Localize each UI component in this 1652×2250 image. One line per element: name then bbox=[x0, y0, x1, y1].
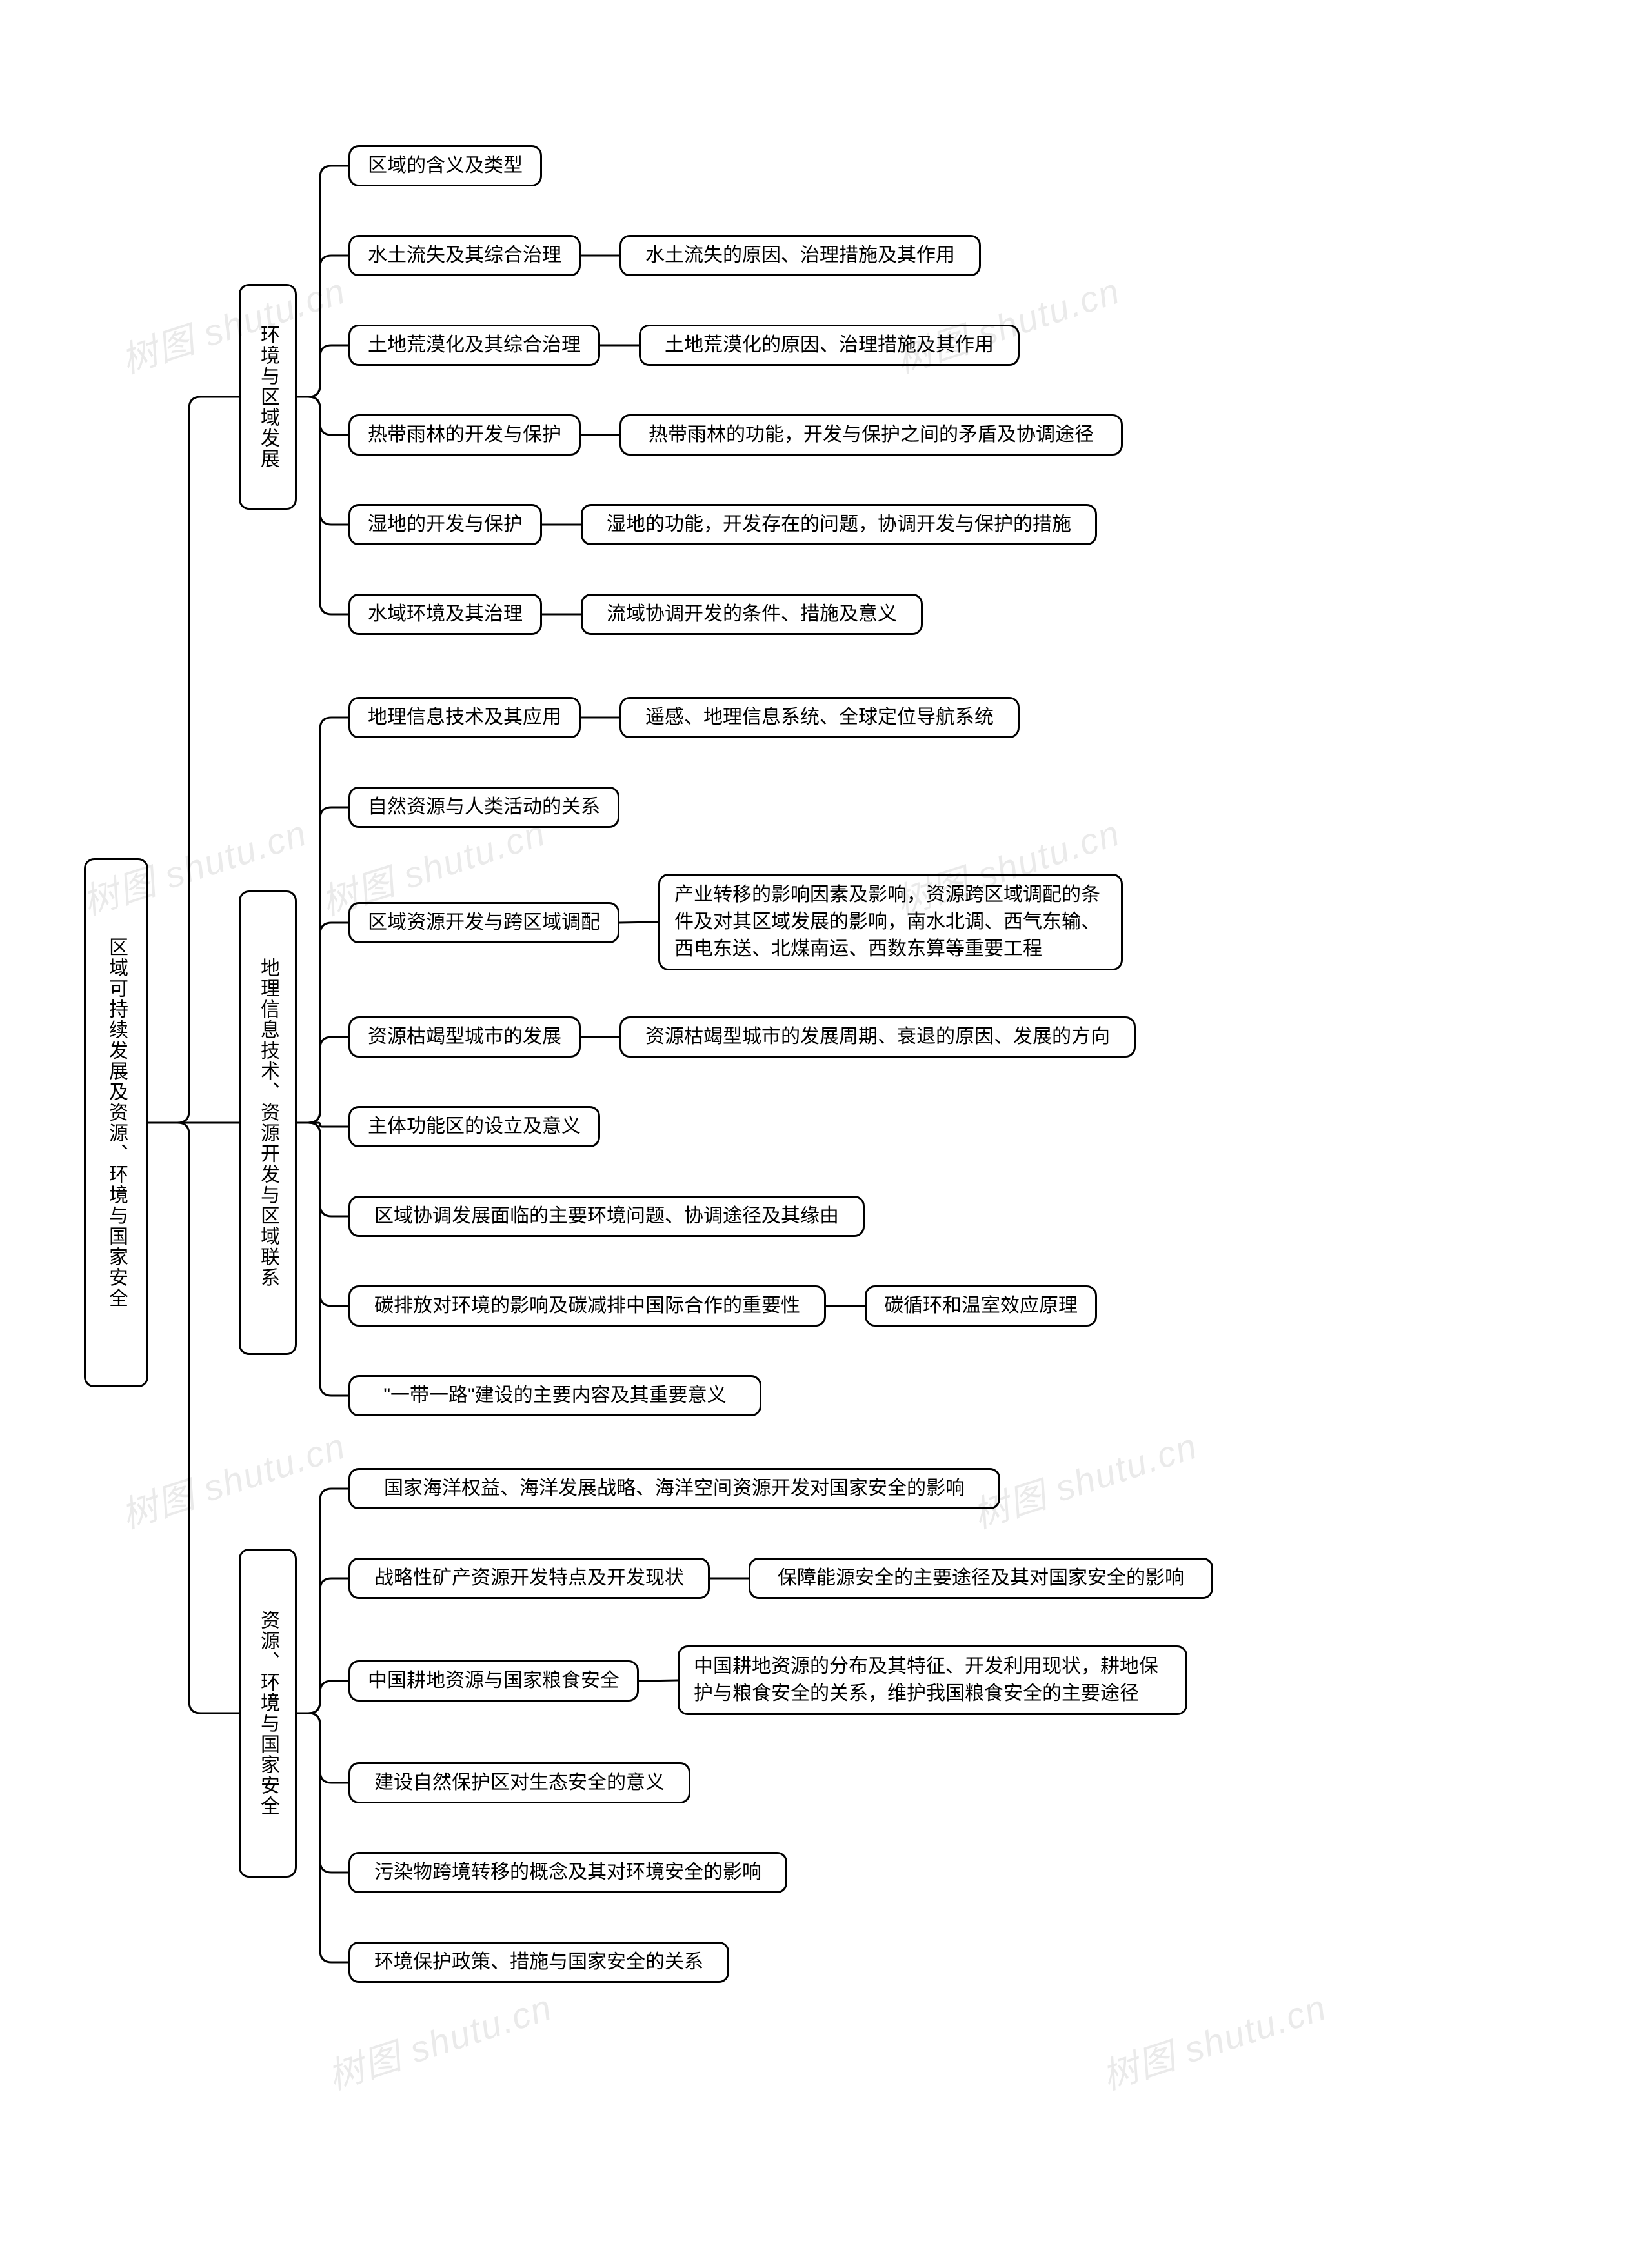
mindmap-node: 流域协调开发的条件、措施及意义 bbox=[581, 594, 923, 635]
node-label: 国家海洋权益、海洋发展战略、海洋空间资源开发对国家安全的影响 bbox=[384, 1475, 965, 1502]
node-label: 资源、环境与国家安全 bbox=[254, 1610, 281, 1816]
node-label: 区域可持续发展及资源、环境与国家安全 bbox=[103, 937, 130, 1309]
node-label: 湿地的开发与保护 bbox=[368, 511, 523, 538]
node-label: 碳循环和温室效应原理 bbox=[884, 1292, 1078, 1320]
node-label: 产业转移的影响因素及影响，资源跨区域调配的条件及对其区域发展的影响，南水北调、西… bbox=[674, 881, 1107, 963]
node-label: 环境与区域发展 bbox=[254, 325, 281, 469]
mindmap-node: 碳循环和温室效应原理 bbox=[865, 1285, 1097, 1327]
node-label: 湿地的功能，开发存在的问题，协调开发与保护的措施 bbox=[607, 511, 1071, 538]
node-label: 建设自然保护区对生态安全的意义 bbox=[374, 1769, 665, 1796]
node-label: 遥感、地理信息系统、全球定位导航系统 bbox=[645, 704, 994, 731]
node-label: 污染物跨境转移的概念及其对环境安全的影响 bbox=[374, 1859, 761, 1886]
mindmap-node: 产业转移的影响因素及影响，资源跨区域调配的条件及对其区域发展的影响，南水北调、西… bbox=[658, 874, 1123, 970]
mindmap-node: 区域的含义及类型 bbox=[348, 145, 542, 186]
node-label: "一带一路"建设的主要内容及其重要意义 bbox=[383, 1382, 726, 1409]
mindmap-node: 资源枯竭型城市的发展周期、衰退的原因、发展的方向 bbox=[620, 1016, 1136, 1058]
watermark: 树图 shutu.cn bbox=[114, 1417, 352, 1539]
mindmap-node: 环境保护政策、措施与国家安全的关系 bbox=[348, 1942, 729, 1983]
node-label: 区域资源开发与跨区域调配 bbox=[368, 909, 600, 936]
node-label: 土地荒漠化的原因、治理措施及其作用 bbox=[665, 332, 994, 359]
node-label: 区域的含义及类型 bbox=[368, 152, 523, 179]
node-label: 碳排放对环境的影响及碳减排中国际合作的重要性 bbox=[374, 1292, 800, 1320]
node-label: 中国耕地资源的分布及其特征、开发利用现状，耕地保护与粮食安全的关系，维护我国粮食… bbox=[694, 1653, 1171, 1707]
node-label: 热带雨林的开发与保护 bbox=[368, 421, 561, 448]
mindmap-node: 资源、环境与国家安全 bbox=[239, 1549, 297, 1878]
mindmap-node: "一带一路"建设的主要内容及其重要意义 bbox=[348, 1375, 761, 1416]
mindmap-node: 建设自然保护区对生态安全的意义 bbox=[348, 1762, 690, 1803]
node-label: 资源枯竭型城市的发展 bbox=[368, 1023, 561, 1050]
mindmap-node: 中国耕地资源与国家粮食安全 bbox=[348, 1660, 639, 1702]
node-label: 水土流失及其综合治理 bbox=[368, 242, 561, 269]
node-label: 水域环境及其治理 bbox=[368, 601, 523, 628]
node-label: 环境保护政策、措施与国家安全的关系 bbox=[374, 1949, 703, 1976]
node-label: 地理信息技术、资源开发与区域联系 bbox=[254, 958, 281, 1288]
mindmap-node: 区域资源开发与跨区域调配 bbox=[348, 902, 620, 943]
node-label: 资源枯竭型城市的发展周期、衰退的原因、发展的方向 bbox=[645, 1023, 1110, 1050]
node-label: 水土流失的原因、治理措施及其作用 bbox=[645, 242, 955, 269]
node-label: 主体功能区的设立及意义 bbox=[368, 1113, 581, 1140]
mindmap-node: 水域环境及其治理 bbox=[348, 594, 542, 635]
mindmap-node: 主体功能区的设立及意义 bbox=[348, 1106, 600, 1147]
mindmap-node: 资源枯竭型城市的发展 bbox=[348, 1016, 581, 1058]
mindmap-node: 地理信息技术、资源开发与区域联系 bbox=[239, 890, 297, 1355]
node-label: 流域协调开发的条件、措施及意义 bbox=[607, 601, 897, 628]
watermark: 树图 shutu.cn bbox=[965, 1417, 1204, 1539]
mindmap-node: 湿地的开发与保护 bbox=[348, 504, 542, 545]
mindmap-node: 自然资源与人类活动的关系 bbox=[348, 787, 620, 828]
mindmap-node: 热带雨林的功能，开发与保护之间的矛盾及协调途径 bbox=[620, 414, 1123, 456]
mindmap-node: 遥感、地理信息系统、全球定位导航系统 bbox=[620, 697, 1020, 738]
node-label: 保障能源安全的主要途径及其对国家安全的影响 bbox=[778, 1565, 1184, 1592]
mindmap-node: 国家海洋权益、海洋发展战略、海洋空间资源开发对国家安全的影响 bbox=[348, 1468, 1000, 1509]
mindmap-node: 地理信息技术及其应用 bbox=[348, 697, 581, 738]
mindmap-node: 区域协调发展面临的主要环境问题、协调途径及其缘由 bbox=[348, 1196, 865, 1237]
node-label: 热带雨林的功能，开发与保护之间的矛盾及协调途径 bbox=[649, 421, 1094, 448]
watermark: 树图 shutu.cn bbox=[1094, 1978, 1333, 2100]
mindmap-node: 土地荒漠化的原因、治理措施及其作用 bbox=[639, 325, 1020, 366]
mindmap-node: 水土流失及其综合治理 bbox=[348, 235, 581, 276]
mindmap-node: 湿地的功能，开发存在的问题，协调开发与保护的措施 bbox=[581, 504, 1097, 545]
node-label: 自然资源与人类活动的关系 bbox=[368, 794, 600, 821]
mindmap-node: 战略性矿产资源开发特点及开发现状 bbox=[348, 1558, 710, 1599]
watermark: 树图 shutu.cn bbox=[320, 1978, 558, 2100]
mindmap-node: 环境与区域发展 bbox=[239, 284, 297, 510]
mindmap-root: 区域可持续发展及资源、环境与国家安全 bbox=[84, 858, 148, 1387]
mindmap-node: 热带雨林的开发与保护 bbox=[348, 414, 581, 456]
node-label: 土地荒漠化及其综合治理 bbox=[368, 332, 581, 359]
mindmap-node: 土地荒漠化及其综合治理 bbox=[348, 325, 600, 366]
node-label: 地理信息技术及其应用 bbox=[368, 704, 561, 731]
mindmap-node: 碳排放对环境的影响及碳减排中国际合作的重要性 bbox=[348, 1285, 826, 1327]
watermark: 树图 shutu.cn bbox=[114, 262, 352, 384]
node-label: 区域协调发展面临的主要环境问题、协调途径及其缘由 bbox=[374, 1203, 839, 1230]
node-label: 战略性矿产资源开发特点及开发现状 bbox=[374, 1565, 684, 1592]
mindmap-node: 水土流失的原因、治理措施及其作用 bbox=[620, 235, 981, 276]
mindmap-node: 保障能源安全的主要途径及其对国家安全的影响 bbox=[749, 1558, 1213, 1599]
mindmap-node: 中国耕地资源的分布及其特征、开发利用现状，耕地保护与粮食安全的关系，维护我国粮食… bbox=[678, 1645, 1187, 1715]
mindmap-node: 污染物跨境转移的概念及其对环境安全的影响 bbox=[348, 1852, 787, 1893]
node-label: 中国耕地资源与国家粮食安全 bbox=[368, 1667, 620, 1694]
